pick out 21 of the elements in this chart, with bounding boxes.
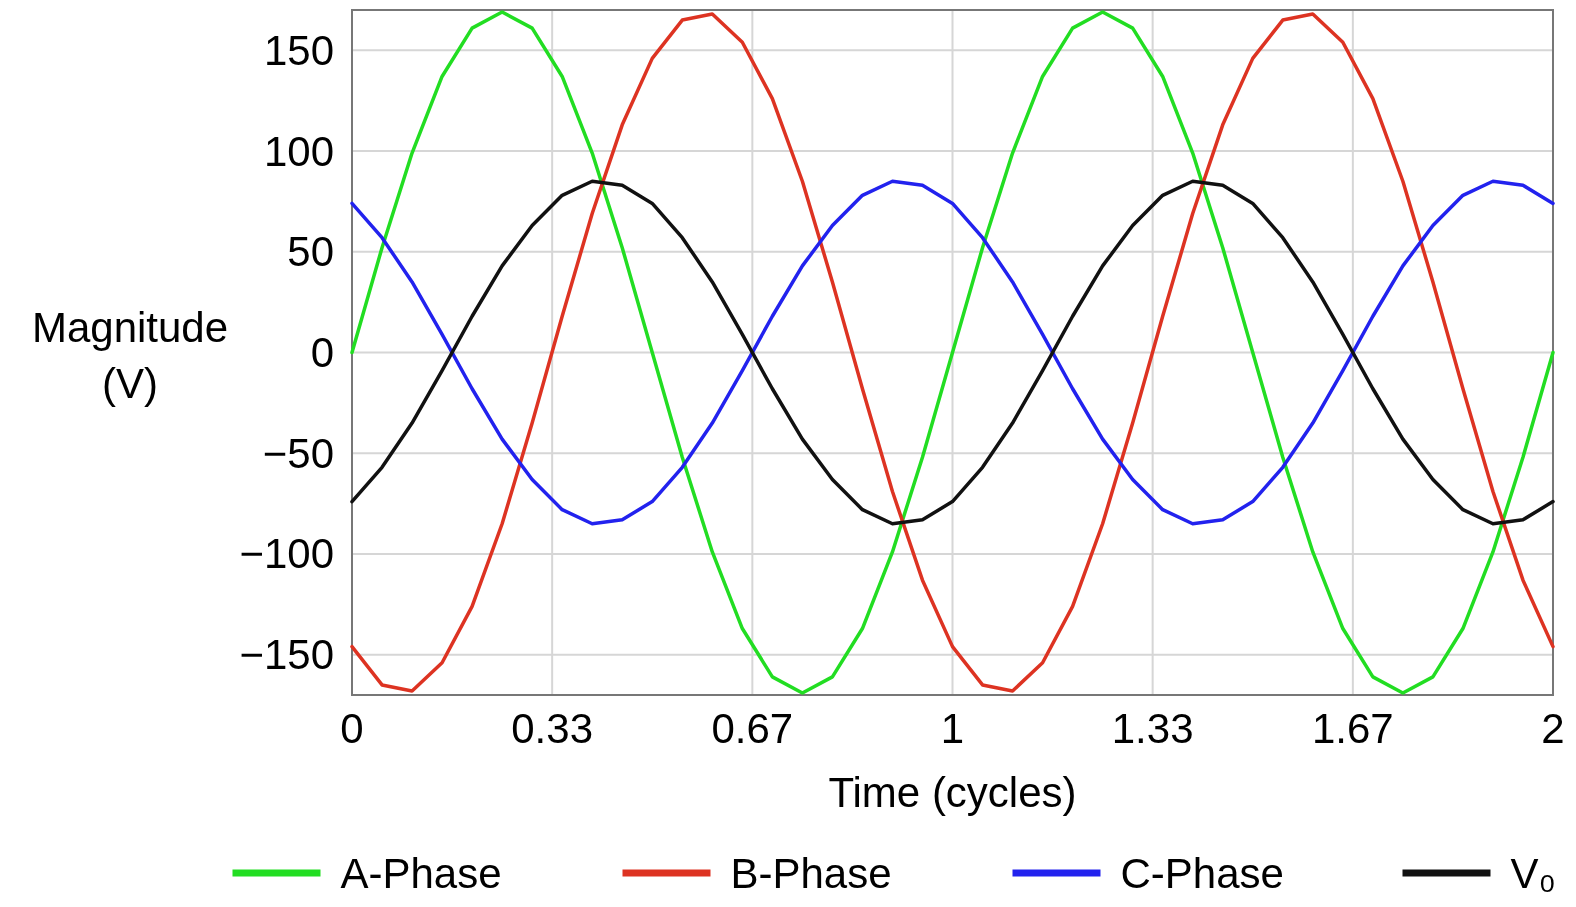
x-tick-label: 1 — [940, 705, 965, 752]
legend-label: A-Phase — [340, 849, 502, 897]
y-axis-title: Magnitude (V) — [31, 304, 229, 407]
y-tick-label: −50 — [262, 429, 334, 477]
y-tick-label: 0 — [310, 329, 334, 376]
x-axis-title: Time (cycles) — [828, 769, 1077, 816]
x-tick-label: 0.67 — [711, 705, 794, 752]
x-tick-label: 2 — [1541, 705, 1565, 752]
x-tick-label: 1.67 — [1311, 705, 1394, 752]
legend-label: V₀ — [1510, 849, 1556, 897]
y-tick-label: 150 — [263, 26, 334, 74]
x-tick-label: 1.33 — [1111, 705, 1194, 752]
legend-label: B-Phase — [730, 849, 892, 897]
y-tick-label: 100 — [263, 127, 334, 175]
y-tick-label: −100 — [239, 530, 334, 578]
x-tick-label: 0 — [340, 705, 364, 752]
y-tick-label: −150 — [239, 631, 334, 679]
x-tick-label: 0.33 — [511, 705, 594, 752]
y-tick-label: 50 — [287, 228, 334, 276]
legend-label: C-Phase — [1120, 849, 1284, 897]
line-series — [350, 179, 1555, 526]
